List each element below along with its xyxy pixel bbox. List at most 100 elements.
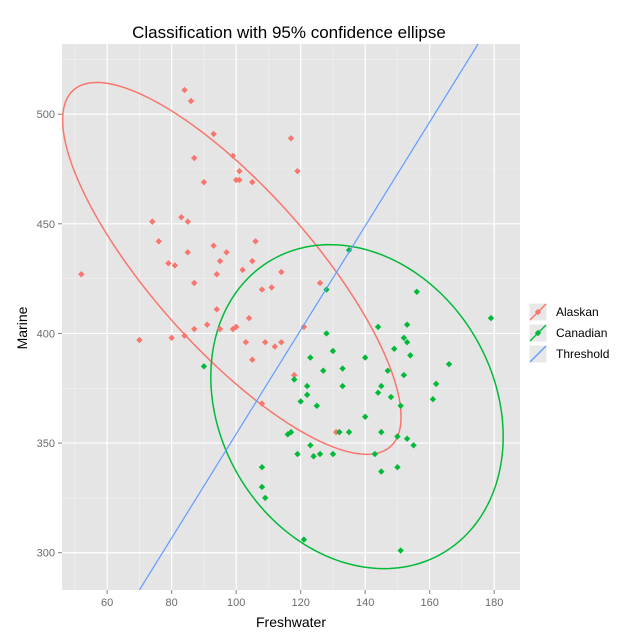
point-canadian bbox=[387, 393, 395, 401]
point-canadian bbox=[258, 464, 266, 471]
point-alaskan bbox=[191, 154, 198, 162]
legend-marker-alaskan bbox=[534, 308, 542, 316]
point-alaskan bbox=[191, 325, 198, 333]
ellipse-alaskan bbox=[62, 81, 402, 456]
chart-title: Classification with 95% confidence ellip… bbox=[132, 23, 446, 42]
point-canadian bbox=[307, 442, 314, 449]
point-alaskan bbox=[287, 135, 295, 142]
point-alaskan bbox=[236, 176, 243, 184]
point-alaskan bbox=[252, 238, 259, 245]
point-canadian bbox=[316, 450, 324, 458]
point-canadian bbox=[303, 382, 311, 390]
point-alaskan bbox=[191, 279, 198, 287]
x-axis-title: Freshwater bbox=[256, 614, 326, 630]
point-canadian bbox=[400, 334, 408, 342]
point-alaskan bbox=[181, 86, 188, 94]
point-alaskan bbox=[165, 260, 172, 267]
point-alaskan bbox=[278, 339, 285, 346]
point-canadian bbox=[391, 345, 398, 352]
point-canadian bbox=[320, 367, 327, 374]
point-alaskan bbox=[210, 130, 217, 138]
point-canadian bbox=[200, 363, 208, 370]
point-alaskan bbox=[187, 97, 195, 105]
legend-label-canadian: Canadian bbox=[556, 326, 607, 340]
point-canadian bbox=[403, 321, 411, 328]
ellipse-layer bbox=[62, 81, 504, 570]
point-alaskan bbox=[242, 339, 250, 346]
point-canadian bbox=[313, 402, 321, 410]
point-alaskan bbox=[239, 266, 246, 274]
y-tick-label: 400 bbox=[37, 328, 55, 340]
point-alaskan bbox=[136, 336, 143, 344]
point-alaskan bbox=[278, 268, 285, 276]
x-axis-ticks: 60 80 100 120 140 160 180 bbox=[101, 590, 503, 609]
point-alaskan bbox=[236, 167, 243, 175]
point-canadian bbox=[329, 347, 337, 355]
point-canadian bbox=[336, 428, 343, 436]
point-alaskan bbox=[249, 178, 256, 186]
point-canadian bbox=[339, 382, 346, 390]
point-alaskan bbox=[216, 325, 224, 333]
point-canadian bbox=[378, 382, 385, 390]
y-tick-label: 450 bbox=[37, 219, 55, 231]
plot-layer bbox=[62, 44, 504, 590]
point-alaskan bbox=[213, 306, 221, 313]
plot-panel bbox=[62, 44, 520, 590]
point-canadian bbox=[432, 380, 440, 388]
y-tick-label: 500 bbox=[37, 109, 55, 121]
point-alaskan bbox=[168, 334, 175, 342]
point-canadian bbox=[339, 365, 346, 372]
point-alaskan bbox=[316, 279, 324, 287]
point-canadian bbox=[397, 402, 404, 410]
point-canadian bbox=[403, 339, 411, 346]
x-tick-label: 140 bbox=[356, 597, 374, 609]
point-canadian bbox=[407, 352, 414, 359]
point-canadian bbox=[445, 360, 453, 368]
point-alaskan bbox=[291, 371, 298, 379]
point-canadian bbox=[487, 314, 495, 322]
point-canadian bbox=[400, 371, 408, 379]
legend-marker-canadian bbox=[534, 329, 542, 337]
threshold-line bbox=[138, 44, 479, 590]
point-alaskan bbox=[258, 286, 266, 293]
point-alaskan bbox=[213, 271, 221, 278]
point-alaskan bbox=[181, 332, 188, 339]
point-alaskan bbox=[249, 356, 256, 363]
x-tick-label: 60 bbox=[101, 597, 113, 609]
point-canadian bbox=[310, 453, 317, 460]
y-axis-title: Marine bbox=[14, 306, 30, 349]
point-canadian bbox=[371, 450, 379, 458]
legend: Alaskan Canadian Threshold bbox=[528, 302, 609, 364]
point-alaskan bbox=[249, 257, 256, 265]
point-canadian bbox=[361, 354, 369, 361]
point-alaskan bbox=[184, 218, 191, 225]
point-alaskan bbox=[332, 428, 340, 436]
y-tick-label: 350 bbox=[37, 438, 55, 450]
point-canadian bbox=[378, 468, 385, 475]
point-alaskan bbox=[229, 152, 237, 160]
point-alaskan bbox=[171, 262, 179, 269]
point-canadian bbox=[394, 464, 401, 471]
y-axis-ticks: 300 350 400 450 500 bbox=[37, 109, 62, 560]
line-layer bbox=[138, 44, 479, 590]
point-alaskan bbox=[216, 257, 224, 265]
point-alaskan bbox=[261, 339, 269, 346]
point-alaskan bbox=[203, 321, 211, 328]
point-canadian bbox=[345, 246, 353, 254]
point-canadian bbox=[374, 323, 382, 331]
x-tick-label: 180 bbox=[485, 597, 503, 609]
point-alaskan bbox=[200, 178, 208, 186]
point-canadian bbox=[261, 494, 269, 502]
point-alaskan bbox=[229, 325, 237, 333]
point-canadian bbox=[294, 450, 301, 458]
point-canadian bbox=[329, 450, 337, 458]
point-canadian bbox=[413, 288, 420, 295]
x-tick-label: 160 bbox=[421, 597, 439, 609]
point-canadian bbox=[429, 396, 437, 403]
point-canadian bbox=[297, 398, 304, 405]
point-alaskan bbox=[271, 343, 279, 350]
point-canadian bbox=[361, 413, 369, 420]
point-alaskan bbox=[268, 284, 275, 291]
point-canadian bbox=[384, 367, 391, 374]
